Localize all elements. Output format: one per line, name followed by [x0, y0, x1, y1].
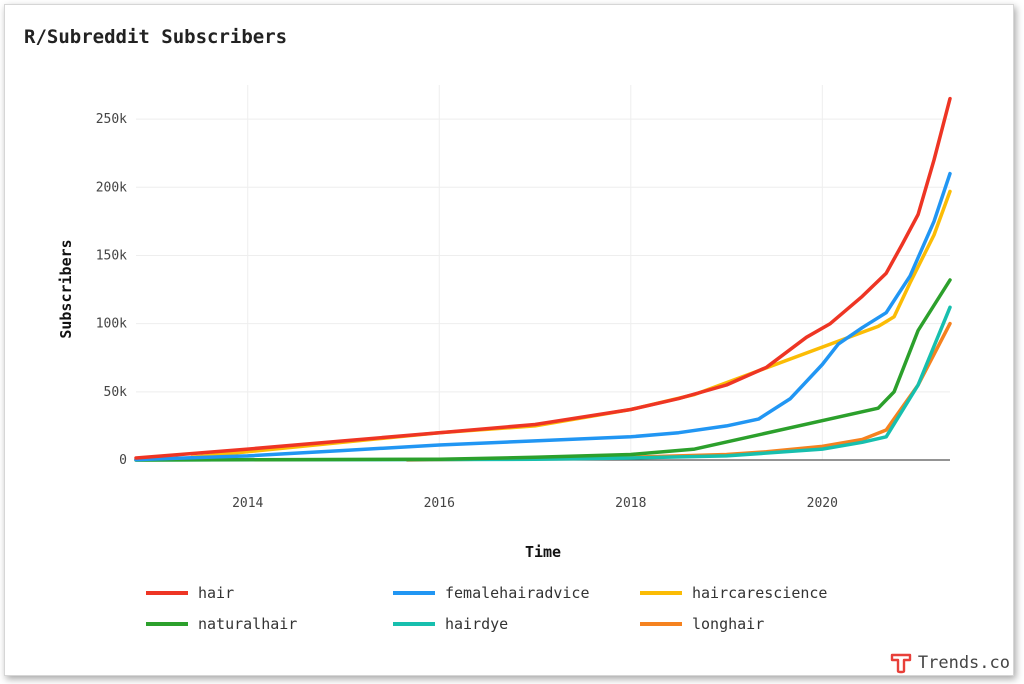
legend: hair femalehairadvice haircarescience natur… [146, 584, 827, 633]
x-tick-label: 2014 [232, 496, 263, 511]
y-tick-label: 250k [96, 112, 127, 127]
x-axis-ticks: 2014 2016 2018 2020 [232, 496, 838, 511]
y-tick-label: 50k [104, 385, 128, 400]
y-axis-ticks: 0 50k 100k 150k 200k 250k [96, 112, 127, 468]
gridlines [136, 85, 950, 460]
x-tick-label: 2016 [424, 496, 455, 511]
x-tick-label: 2018 [615, 496, 646, 511]
series-line-femalehairadvice [134, 171, 952, 462]
legend-label-hair: hair [198, 584, 234, 602]
y-tick-label: 100k [96, 317, 127, 332]
series-lines [134, 96, 952, 462]
x-tick-label: 2020 [807, 496, 838, 511]
y-tick-label: 200k [96, 180, 127, 195]
series-line-naturalhair [134, 278, 952, 462]
series-line-hair [134, 96, 952, 460]
legend-label-femalehairadvice: femalehairadvice [445, 584, 590, 602]
trends-t-logo-icon [890, 653, 912, 674]
brand-footer[interactable]: Trends.co [890, 652, 1010, 674]
legend-label-naturalhair: naturalhair [198, 615, 297, 633]
series-line-hairdye [134, 305, 952, 462]
x-axis-title: Time [525, 543, 561, 561]
y-tick-label: 0 [119, 453, 127, 468]
chart-title: R/Subreddit Subscribers [24, 26, 288, 48]
legend-label-hairdye: hairdye [445, 615, 508, 633]
legend-label-haircarescience: haircarescience [692, 584, 827, 602]
legend-label-longhair: longhair [692, 615, 764, 633]
y-axis-title: Subscribers [57, 239, 75, 338]
brand-name: Trends.co [917, 653, 1010, 673]
y-tick-label: 150k [96, 248, 127, 263]
